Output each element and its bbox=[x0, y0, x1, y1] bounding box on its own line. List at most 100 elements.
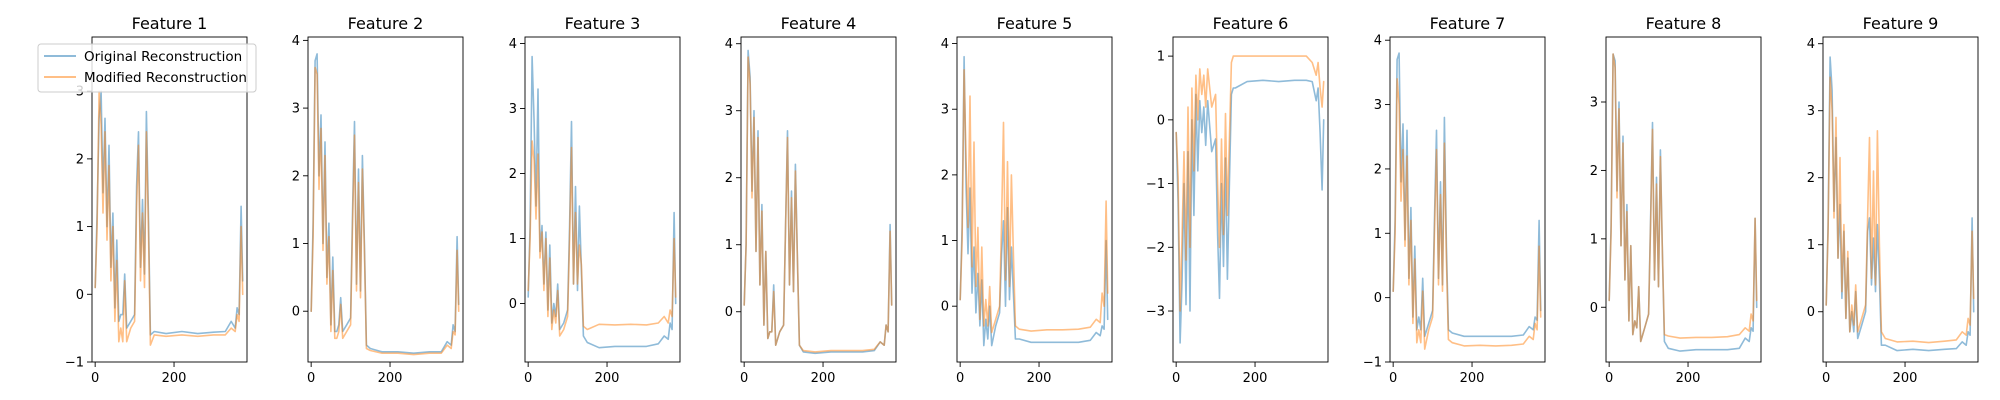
series-line-original bbox=[1825, 56, 1975, 352]
series-line-modified bbox=[959, 69, 1109, 334]
panel-title: Feature 2 bbox=[348, 14, 424, 33]
y-tick-label: 1 bbox=[1807, 238, 1815, 253]
panel-title: Feature 9 bbox=[1863, 14, 1939, 33]
y-tick-label: −1 bbox=[1363, 356, 1382, 371]
series-line-modified bbox=[94, 90, 244, 346]
y-tick-label: 0 bbox=[1590, 301, 1598, 316]
y-tick-label: 3 bbox=[1374, 98, 1382, 113]
y-tick-label: 3 bbox=[1590, 96, 1598, 111]
y-tick-label: 3 bbox=[941, 103, 949, 118]
x-tick-label: 0 bbox=[91, 371, 99, 386]
y-tick-label: 3 bbox=[725, 104, 733, 119]
y-tick-label: 3 bbox=[509, 102, 517, 117]
x-tick-label: 0 bbox=[956, 371, 964, 386]
panel-title: Feature 8 bbox=[1646, 14, 1722, 33]
y-tick-label: 1 bbox=[941, 234, 949, 249]
x-tick-label: 200 bbox=[378, 371, 403, 386]
legend-label-original: Original Reconstruction bbox=[84, 49, 242, 65]
y-tick-label: 2 bbox=[1807, 171, 1815, 186]
x-tick-label: 0 bbox=[1605, 371, 1613, 386]
axes-frame bbox=[307, 36, 464, 363]
series-line-modified bbox=[1825, 76, 1975, 344]
chart-legend: Original Reconstruction Modified Reconst… bbox=[37, 43, 257, 93]
x-tick-label: 200 bbox=[162, 371, 187, 386]
panel-7: Feature 7 0 200 −1 0 1 2 3 4 bbox=[1363, 14, 1546, 386]
series-line-original bbox=[959, 55, 1109, 347]
legend-label-modified: Modified Reconstruction bbox=[84, 70, 247, 86]
y-tick-label: 4 bbox=[1374, 34, 1382, 49]
y-tick-label: 0 bbox=[1374, 291, 1382, 306]
panel-8: Feature 8 0 200 0 1 2 3 bbox=[1590, 14, 1762, 386]
y-tick-label: 2 bbox=[1374, 162, 1382, 177]
panel-9: Feature 9 0 200 0 1 2 3 4 bbox=[1807, 14, 1979, 386]
y-tick-label: 0 bbox=[1157, 113, 1165, 128]
y-tick-label: 2 bbox=[941, 168, 949, 183]
legend-frame bbox=[37, 43, 257, 93]
x-tick-label: 200 bbox=[1676, 371, 1701, 386]
y-tick-label: 2 bbox=[292, 169, 300, 184]
x-tick-label: 200 bbox=[595, 371, 620, 386]
panel-5: Feature 5 0 200 0 1 2 3 4 bbox=[941, 14, 1113, 386]
y-tick-label: 0 bbox=[509, 297, 517, 312]
panel-2: Feature 2 0 200 0 1 2 3 4 bbox=[292, 14, 464, 386]
panel-title: Feature 4 bbox=[781, 14, 857, 33]
y-tick-label: −2 bbox=[1146, 241, 1165, 256]
panel-title: Feature 5 bbox=[997, 14, 1073, 33]
series-line-original bbox=[1608, 53, 1758, 352]
axes-frame bbox=[1172, 36, 1329, 363]
panel-4: Feature 4 0 200 0 1 2 3 4 bbox=[725, 14, 897, 386]
x-tick-label: 200 bbox=[1027, 371, 1052, 386]
axes-frame bbox=[740, 36, 897, 363]
x-tick-label: 0 bbox=[740, 371, 748, 386]
y-tick-label: 2 bbox=[725, 171, 733, 186]
x-tick-label: 200 bbox=[1893, 371, 1918, 386]
y-tick-label: 3 bbox=[1807, 104, 1815, 119]
y-tick-label: −3 bbox=[1146, 305, 1165, 320]
y-tick-label: 4 bbox=[1807, 37, 1815, 52]
x-tick-label: 200 bbox=[1460, 371, 1485, 386]
x-tick-label: 200 bbox=[811, 371, 836, 386]
axes-frame bbox=[1822, 36, 1979, 363]
series-line-modified bbox=[527, 140, 677, 337]
y-tick-label: 4 bbox=[292, 34, 300, 49]
y-tick-label: 0 bbox=[941, 300, 949, 315]
y-tick-label: 1 bbox=[1374, 227, 1382, 242]
axes-frame bbox=[1605, 36, 1762, 363]
y-tick-label: 1 bbox=[292, 237, 300, 252]
series-line-modified bbox=[1175, 55, 1325, 312]
y-tick-label: 0 bbox=[292, 305, 300, 320]
series-line-modified bbox=[1608, 53, 1758, 343]
y-tick-label: 1 bbox=[509, 232, 517, 247]
x-tick-label: 0 bbox=[1172, 371, 1180, 386]
x-tick-label: 0 bbox=[1389, 371, 1397, 386]
panel-6: Feature 6 0 200 −3 −2 −1 0 1 bbox=[1146, 14, 1329, 386]
y-tick-label: 1 bbox=[76, 220, 84, 235]
series-line-modified bbox=[310, 66, 460, 356]
y-tick-label: 4 bbox=[941, 37, 949, 52]
series-line-modified bbox=[1392, 78, 1542, 350]
y-tick-label: 1 bbox=[1590, 232, 1598, 247]
axes-frame bbox=[1389, 36, 1546, 363]
panel-title: Feature 3 bbox=[565, 14, 641, 33]
panel-title: Feature 1 bbox=[132, 14, 208, 33]
y-tick-label: 2 bbox=[76, 152, 84, 167]
y-tick-label: 4 bbox=[509, 37, 517, 52]
panel-title: Feature 6 bbox=[1213, 14, 1289, 33]
panel-title: Feature 7 bbox=[1430, 14, 1506, 33]
x-tick-label: 0 bbox=[307, 371, 315, 386]
series-line-modified bbox=[743, 56, 893, 353]
y-tick-label: −1 bbox=[1146, 177, 1165, 192]
y-tick-label: −1 bbox=[65, 356, 84, 371]
x-tick-label: 200 bbox=[1243, 371, 1268, 386]
y-tick-label: 3 bbox=[292, 102, 300, 117]
x-tick-label: 0 bbox=[524, 371, 532, 386]
y-tick-label: 0 bbox=[76, 288, 84, 303]
x-tick-label: 0 bbox=[1822, 371, 1830, 386]
y-tick-label: 1 bbox=[725, 238, 733, 253]
axes-frame bbox=[956, 36, 1113, 363]
y-tick-label: 0 bbox=[725, 305, 733, 320]
panel-3: Feature 3 0 200 0 1 2 3 4 bbox=[509, 14, 681, 386]
y-tick-label: 1 bbox=[1157, 50, 1165, 65]
